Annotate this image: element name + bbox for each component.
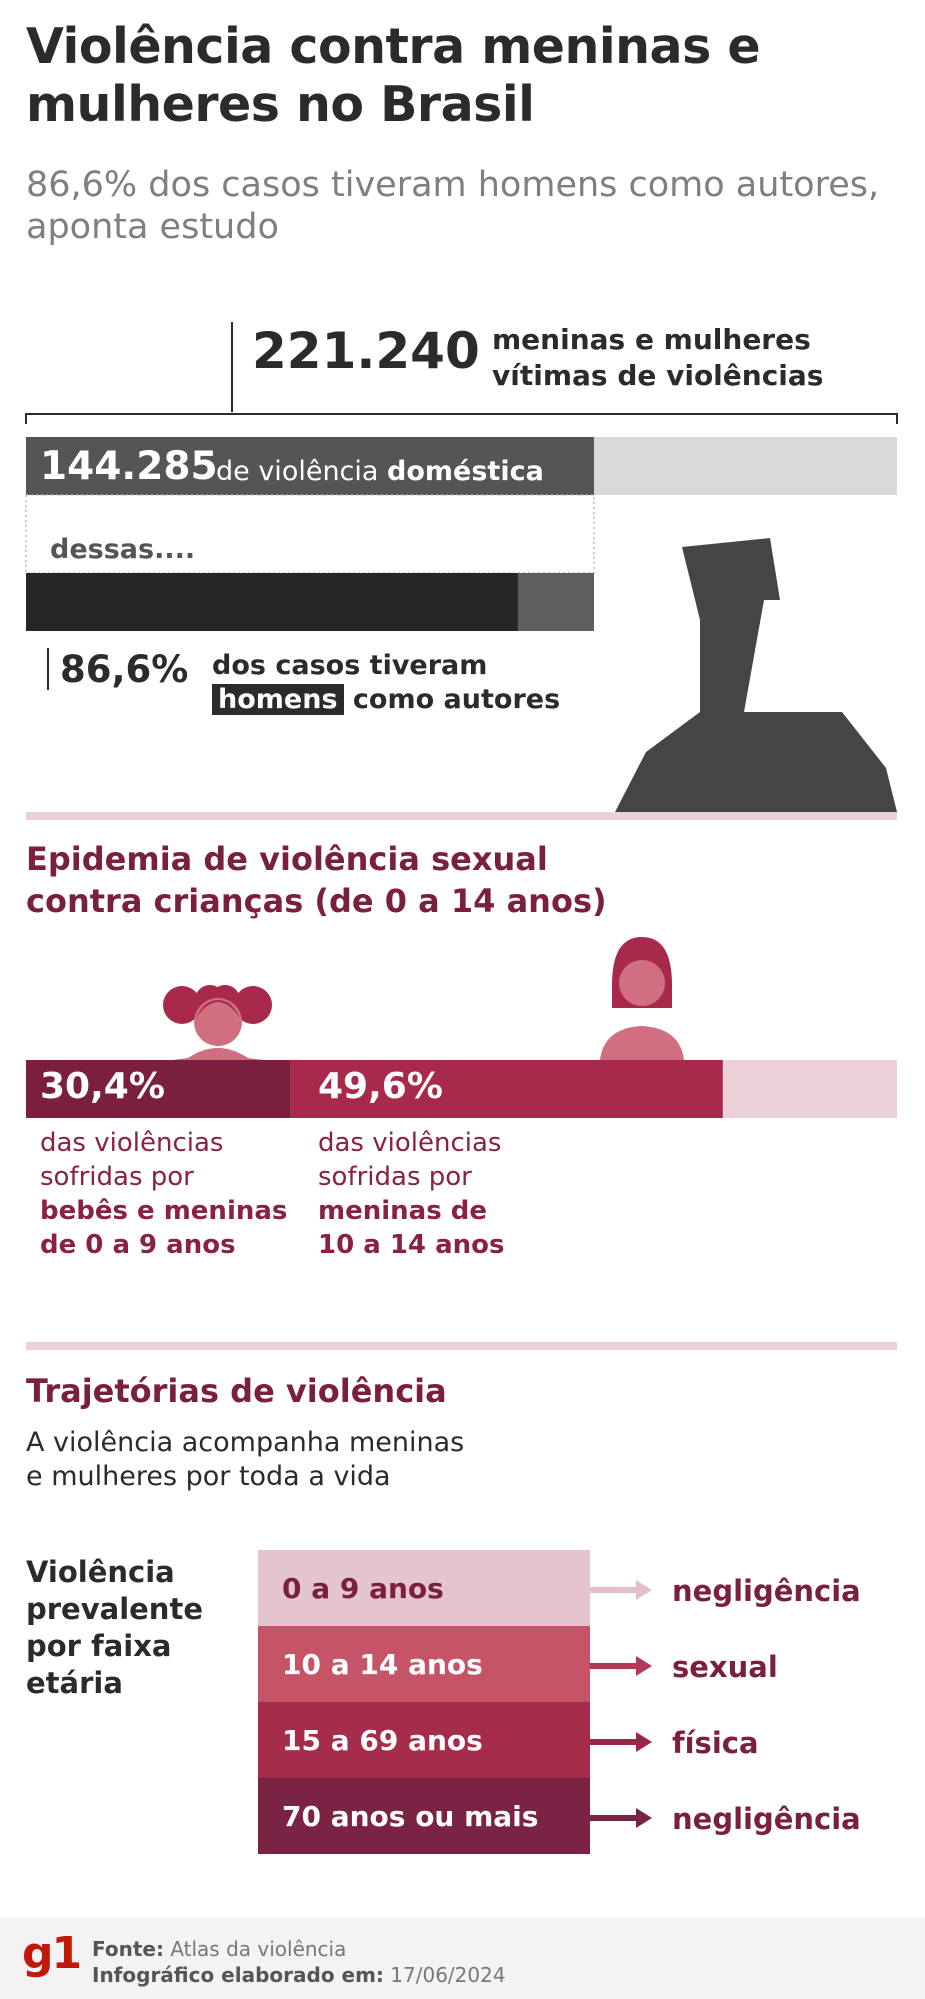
trajectories-title: Trajetórias de violência bbox=[26, 1372, 447, 1410]
section-divider-1 bbox=[26, 812, 897, 820]
arrow-icon-1 bbox=[636, 1656, 652, 1676]
total-value: 221.240 bbox=[252, 322, 480, 380]
dessas-label: dessas.... bbox=[50, 534, 196, 565]
men-label-line2: homens como autores bbox=[212, 684, 560, 715]
man-silhouette-icon bbox=[615, 538, 897, 812]
section-divider-2 bbox=[26, 1342, 897, 1350]
source-info: Fonte: Atlas da violência Infográfico el… bbox=[92, 1937, 506, 1987]
arrow-icon-3 bbox=[636, 1808, 652, 1828]
total-label: meninas e mulheres vítimas de violências bbox=[492, 323, 824, 392]
totals-graphic bbox=[25, 322, 898, 820]
pct-0-9: 30,4% bbox=[40, 1066, 165, 1107]
prevalent-label: Violência prevalente por faixa etária bbox=[26, 1555, 203, 1700]
domestic-bar bbox=[26, 437, 594, 495]
arrow-icon-0 bbox=[636, 1580, 652, 1600]
age-row-1 bbox=[258, 1626, 590, 1702]
arrow-icon-2 bbox=[636, 1732, 652, 1752]
g1-logo: g1 bbox=[22, 1928, 82, 1979]
age-row-2 bbox=[258, 1702, 590, 1778]
age-label-0: 0 a 9 anos bbox=[282, 1572, 444, 1605]
trajectories-subtitle: A violência acompanha meninas e mulheres… bbox=[26, 1427, 465, 1492]
age-label-2: 15 a 69 anos bbox=[282, 1724, 483, 1757]
desc-10-14: das violências sofridas por meninas de 1… bbox=[318, 1128, 505, 1260]
trajectory-table: 0 a 9 anos negligência 10 a 14 anos sexual 1… bbox=[258, 1550, 861, 1854]
footer-bar bbox=[0, 1918, 925, 1999]
domestic-label: de violência doméstica bbox=[216, 456, 544, 487]
sexual-section-title: Epidemia de violência sexual contra cria… bbox=[26, 840, 607, 920]
pct-10-14: 49,6% bbox=[318, 1066, 443, 1107]
sexual-bar-0-9 bbox=[26, 1060, 291, 1118]
age-label-1: 10 a 14 anos bbox=[282, 1648, 483, 1681]
page-title: Violência contra meninas e mulheres no B… bbox=[26, 18, 761, 133]
girl-icon bbox=[163, 985, 272, 1060]
violence-type-2: física bbox=[672, 1726, 759, 1760]
age-row-3 bbox=[258, 1778, 590, 1854]
violence-type-0: negligência bbox=[672, 1574, 861, 1608]
violence-type-1: sexual bbox=[672, 1650, 778, 1684]
men-bar bbox=[26, 573, 518, 631]
domestic-value: 144.285 bbox=[40, 444, 218, 489]
men-label-line1: dos casos tiveram bbox=[212, 650, 488, 681]
violence-type-3: negligência bbox=[672, 1802, 861, 1836]
age-row-0 bbox=[258, 1550, 590, 1626]
age-label-3: 70 anos ou mais bbox=[282, 1800, 538, 1833]
sexual-bar-10-14 bbox=[290, 1060, 723, 1118]
page-subtitle: 86,6% dos casos tiveram homens como auto… bbox=[26, 165, 880, 247]
desc-0-9: das violências sofridas por bebês e meni… bbox=[40, 1128, 288, 1260]
teen-girl-icon bbox=[600, 937, 684, 1060]
sexual-graphic bbox=[26, 937, 897, 1118]
total-bracket bbox=[25, 413, 898, 424]
men-percentage: 86,6% bbox=[60, 648, 189, 691]
